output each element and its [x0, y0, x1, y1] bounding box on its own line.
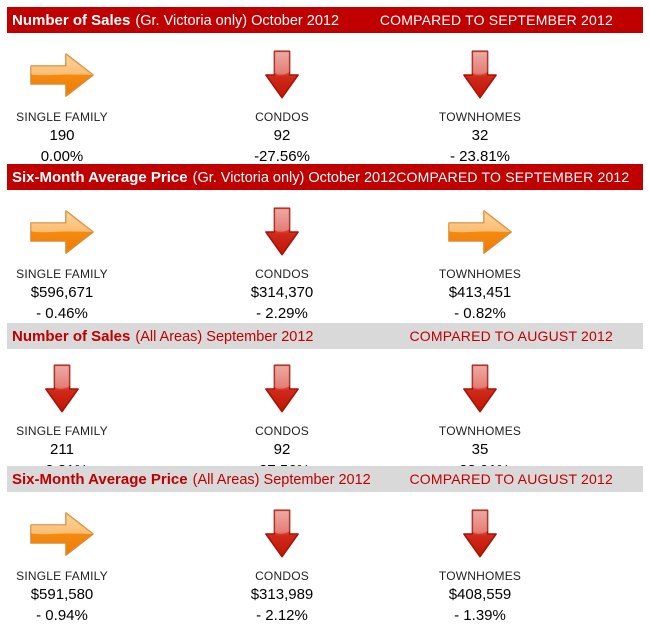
condos-stat: CONDOS $314,370 - 2.29% — [212, 193, 352, 322]
trend-arrow — [406, 202, 554, 262]
stat-value: 190 — [49, 127, 75, 144]
category-label: SINGLE FAMILY — [16, 267, 108, 281]
condos-stat: CONDOS $313,989 - 2.12% — [212, 495, 352, 624]
section-4-banner: Six-Month Average Price (All Areas) Sept… — [7, 466, 643, 492]
townhomes-stat: TOWNHOMES 35 - 23.91% — [406, 350, 554, 479]
down-arrow-icon — [45, 364, 79, 413]
down-arrow-icon — [463, 509, 497, 558]
stat-value: 92 — [273, 127, 291, 144]
stat-change: - 1.39% — [454, 607, 506, 624]
section-4-body: SINGLE FAMILY $591,580 - 0.94% CONDOS $3… — [0, 495, 649, 624]
stat-value: $596,671 — [30, 284, 94, 301]
right-arrow-icon — [30, 53, 94, 97]
section-2-title: Six-Month Average Price (Gr. Victoria on… — [12, 169, 396, 186]
stat-change: 0.00% — [40, 148, 84, 165]
down-arrow-icon — [463, 50, 497, 99]
stat-value: $591,580 — [30, 586, 94, 603]
stat-value: $313,989 — [250, 586, 314, 603]
stat-value: $314,370 — [250, 284, 314, 301]
right-arrow-icon — [448, 210, 512, 254]
single-family-stat: SINGLE FAMILY $591,580 - 0.94% — [0, 495, 124, 624]
stat-value: $408,559 — [448, 586, 512, 603]
section-1-comparison-label: COMPARED TO SEPTEMBER 2012 — [379, 12, 613, 28]
section-3-title-bold: Number of Sales — [12, 327, 131, 345]
category-label: TOWNHOMES — [438, 424, 522, 438]
single-family-stat: SINGLE FAMILY $596,671 - 0.46% — [0, 193, 124, 322]
trend-arrow — [0, 504, 124, 564]
section-2-title-detail: (Gr. Victoria only) October 2012 — [192, 169, 397, 186]
trend-arrow — [212, 45, 352, 105]
right-arrow-icon — [30, 210, 94, 254]
single-family-stat: SINGLE FAMILY 190 0.00% — [0, 36, 124, 165]
trend-arrow — [212, 202, 352, 262]
category-label: SINGLE FAMILY — [16, 424, 108, 438]
category-label: CONDOS — [255, 267, 309, 281]
section-1-title: Number of Sales (Gr. Victoria only) Octo… — [12, 12, 339, 29]
stat-value: 92 — [273, 441, 291, 458]
section-1-banner: Number of Sales (Gr. Victoria only) Octo… — [7, 7, 643, 33]
stat-change: - 2.12% — [256, 607, 308, 624]
section-4-title-detail: (All Areas) September 2012 — [192, 471, 371, 488]
stat-change: - 0.94% — [36, 607, 88, 624]
section-3-banner: Number of Sales (All Areas) September 20… — [7, 323, 643, 349]
trend-arrow — [0, 45, 124, 105]
section-4-comparison-label: COMPARED TO AUGUST 2012 — [409, 471, 613, 487]
stat-change: - 2.29% — [256, 305, 308, 322]
townhomes-stat: TOWNHOMES $408,559 - 1.39% — [406, 495, 554, 624]
trend-arrow — [212, 359, 352, 419]
condos-stat: CONDOS 92 -27.56% — [212, 350, 352, 479]
category-label: CONDOS — [255, 424, 309, 438]
section-2-comparison-label: COMPARED TO SEPTEMBER 2012 — [396, 169, 630, 185]
stat-value: $413,451 — [448, 284, 512, 301]
down-arrow-icon — [265, 364, 299, 413]
trend-arrow — [212, 504, 352, 564]
trend-arrow — [0, 202, 124, 262]
section-1-title-bold: Number of Sales — [12, 11, 131, 29]
category-label: SINGLE FAMILY — [16, 110, 108, 124]
right-arrow-icon — [30, 512, 94, 556]
stat-change: - 0.82% — [454, 305, 506, 322]
section-4-title-bold: Six-Month Average Price — [12, 470, 188, 488]
stat-change: - 23.81% — [449, 148, 511, 165]
section-2-banner: Six-Month Average Price (Gr. Victoria on… — [7, 164, 643, 190]
stat-change: - 0.46% — [36, 305, 88, 322]
down-arrow-icon — [265, 50, 299, 99]
townhomes-stat: TOWNHOMES $413,451 - 0.82% — [406, 193, 554, 322]
single-family-stat: SINGLE FAMILY 211 - 2.31% — [0, 350, 124, 479]
category-label: TOWNHOMES — [438, 110, 522, 124]
category-label: TOWNHOMES — [438, 569, 522, 583]
townhomes-stat: TOWNHOMES 32 - 23.81% — [406, 36, 554, 165]
section-2-body: SINGLE FAMILY $596,671 - 0.46% CONDOS $3… — [0, 193, 649, 322]
stat-change: -27.56% — [254, 148, 310, 165]
down-arrow-icon — [265, 207, 299, 256]
section-2-title-bold: Six-Month Average Price — [12, 168, 188, 186]
section-1-body: SINGLE FAMILY 190 0.00% CONDOS 92 -27.56… — [0, 36, 649, 165]
stat-value: 211 — [50, 441, 74, 458]
stat-value: 35 — [471, 441, 489, 458]
section-4-title: Six-Month Average Price (All Areas) Sept… — [12, 471, 371, 488]
trend-arrow — [406, 504, 554, 564]
trend-arrow — [0, 359, 124, 419]
category-label: TOWNHOMES — [438, 267, 522, 281]
condos-stat: CONDOS 92 -27.56% — [212, 36, 352, 165]
stat-value: 32 — [471, 127, 489, 144]
trend-arrow — [406, 45, 554, 105]
section-3-title-detail: (All Areas) September 2012 — [135, 328, 314, 345]
section-1-title-detail: (Gr. Victoria only) October 2012 — [135, 12, 340, 29]
down-arrow-icon — [265, 509, 299, 558]
category-label: CONDOS — [255, 110, 309, 124]
section-3-comparison-label: COMPARED TO AUGUST 2012 — [409, 328, 613, 344]
section-3-body: SINGLE FAMILY 211 - 2.31% CONDOS 92 -27.… — [0, 350, 649, 479]
category-label: SINGLE FAMILY — [16, 569, 108, 583]
section-3-title: Number of Sales (All Areas) September 20… — [12, 328, 314, 345]
down-arrow-icon — [463, 364, 497, 413]
trend-arrow — [406, 359, 554, 419]
category-label: CONDOS — [255, 569, 309, 583]
